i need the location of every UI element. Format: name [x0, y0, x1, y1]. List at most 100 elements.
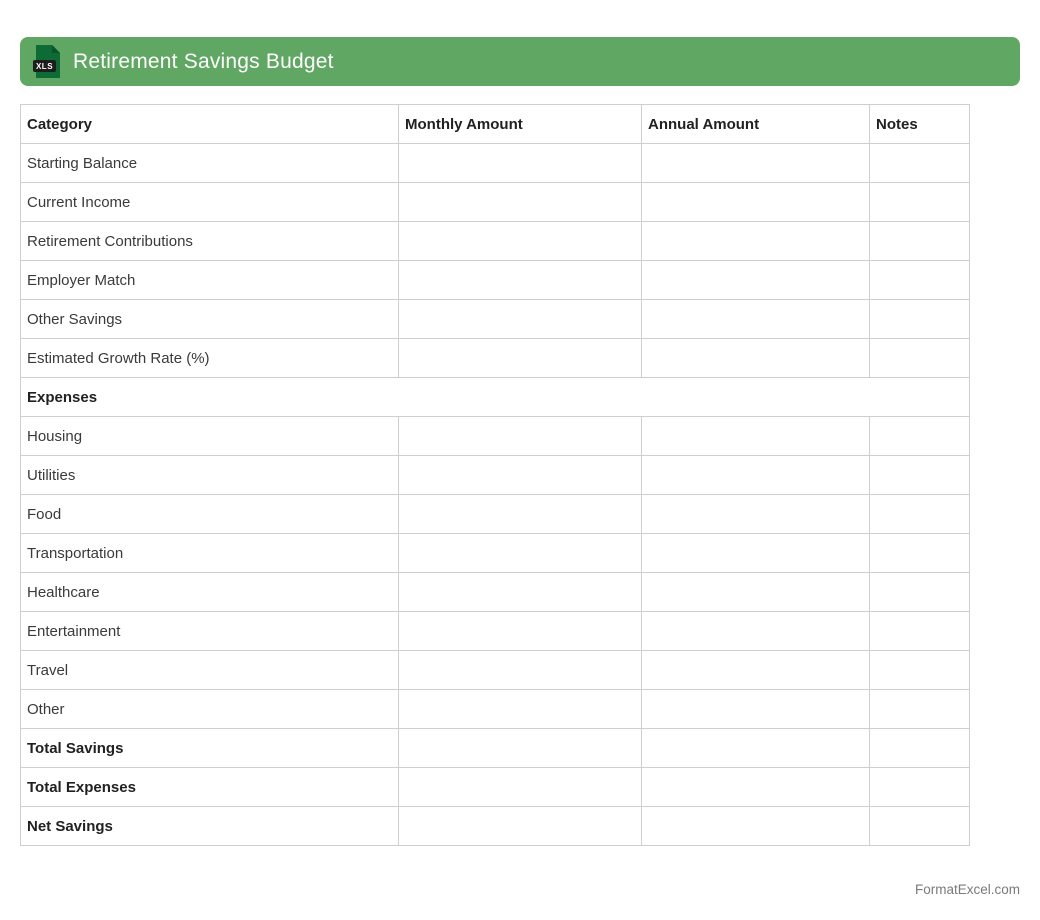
category-cell: Total Expenses — [20, 767, 399, 807]
table-header: Category Monthly Amount Annual Amount Notes — [20, 104, 970, 144]
empty-value-cell — [398, 611, 642, 651]
empty-value-cell — [398, 299, 642, 339]
category-cell: Other Savings — [20, 299, 399, 339]
table-row: Estimated Growth Rate (%) — [20, 338, 970, 378]
xls-badge-label: XLS — [33, 60, 56, 72]
empty-value-cell — [869, 806, 970, 846]
empty-value-cell — [641, 299, 870, 339]
empty-value-cell — [641, 689, 870, 729]
category-cell: Transportation — [20, 533, 399, 573]
empty-value-cell — [869, 533, 970, 573]
table-row: Total Savings — [20, 728, 970, 768]
empty-value-cell — [869, 182, 970, 222]
table-row: Employer Match — [20, 260, 970, 300]
table-row: Other Savings — [20, 299, 970, 339]
empty-value-cell — [869, 455, 970, 495]
empty-value-cell — [398, 806, 642, 846]
empty-value-cell — [641, 260, 870, 300]
empty-value-cell — [398, 182, 642, 222]
empty-value-cell — [641, 416, 870, 456]
empty-value-cell — [398, 260, 642, 300]
empty-value-cell — [641, 611, 870, 651]
category-cell: Starting Balance — [20, 143, 399, 183]
empty-value-cell — [869, 260, 970, 300]
category-cell: Entertainment — [20, 611, 399, 651]
table-row: Current Income — [20, 182, 970, 222]
category-cell: Retirement Contributions — [20, 221, 399, 261]
category-cell: Net Savings — [20, 806, 399, 846]
empty-value-cell — [641, 572, 870, 612]
section-row: Expenses — [20, 377, 970, 417]
category-cell: Other — [20, 689, 399, 729]
table-row: Travel — [20, 650, 970, 690]
column-header: Notes — [869, 104, 970, 144]
xls-folded-corner — [52, 45, 60, 53]
empty-value-cell — [641, 767, 870, 807]
empty-value-cell — [398, 494, 642, 534]
empty-value-cell — [641, 728, 870, 768]
empty-value-cell — [398, 143, 642, 183]
xls-file-icon: XLS — [33, 45, 60, 78]
empty-value-cell — [869, 650, 970, 690]
empty-value-cell — [869, 416, 970, 456]
page-title: Retirement Savings Budget — [73, 49, 334, 73]
table-row: Entertainment — [20, 611, 970, 651]
empty-value-cell — [869, 611, 970, 651]
category-cell: Food — [20, 494, 399, 534]
category-cell: Estimated Growth Rate (%) — [20, 338, 399, 378]
table-row: Healthcare — [20, 572, 970, 612]
empty-value-cell — [869, 299, 970, 339]
table-row: Net Savings — [20, 806, 970, 846]
empty-value-cell — [641, 221, 870, 261]
empty-value-cell — [641, 494, 870, 534]
empty-value-cell — [869, 221, 970, 261]
empty-value-cell — [869, 572, 970, 612]
empty-value-cell — [641, 533, 870, 573]
category-cell: Current Income — [20, 182, 399, 222]
empty-value-cell — [869, 767, 970, 807]
empty-value-cell — [869, 728, 970, 768]
empty-value-cell — [869, 143, 970, 183]
header-row: Category Monthly Amount Annual Amount Notes — [20, 104, 970, 144]
category-cell: Utilities — [20, 455, 399, 495]
empty-value-cell — [641, 455, 870, 495]
category-cell: Employer Match — [20, 260, 399, 300]
empty-value-cell — [869, 689, 970, 729]
empty-value-cell — [398, 572, 642, 612]
table-row: Transportation — [20, 533, 970, 573]
column-header: Monthly Amount — [398, 104, 642, 144]
empty-value-cell — [869, 494, 970, 534]
category-cell: Total Savings — [20, 728, 399, 768]
empty-value-cell — [398, 455, 642, 495]
empty-value-cell — [398, 416, 642, 456]
table-row: Food — [20, 494, 970, 534]
table-row: Retirement Contributions — [20, 221, 970, 261]
table-row: Starting Balance — [20, 143, 970, 183]
empty-value-cell — [398, 338, 642, 378]
table-row: Housing — [20, 416, 970, 456]
empty-value-cell — [641, 143, 870, 183]
empty-value-cell — [641, 182, 870, 222]
empty-value-cell — [398, 221, 642, 261]
footer-credit: FormatExcel.com — [914, 882, 1020, 897]
category-cell: Expenses — [20, 377, 970, 417]
table-row: Utilities — [20, 455, 970, 495]
empty-value-cell — [641, 806, 870, 846]
column-header: Category — [20, 104, 399, 144]
empty-value-cell — [398, 767, 642, 807]
category-cell: Healthcare — [20, 572, 399, 612]
empty-value-cell — [641, 650, 870, 690]
budget-table: Category Monthly Amount Annual Amount Notes… — [20, 104, 970, 846]
category-cell: Housing — [20, 416, 399, 456]
empty-value-cell — [398, 689, 642, 729]
empty-value-cell — [398, 650, 642, 690]
category-cell: Travel — [20, 650, 399, 690]
title-bar: XLS Retirement Savings Budget — [20, 37, 1020, 86]
table-row: Total Expenses — [20, 767, 970, 807]
empty-value-cell — [398, 533, 642, 573]
table-body: Starting Balance Current Income Retirement… — [20, 143, 970, 846]
empty-value-cell — [869, 338, 970, 378]
table-row: Other — [20, 689, 970, 729]
column-header: Annual Amount — [641, 104, 870, 144]
